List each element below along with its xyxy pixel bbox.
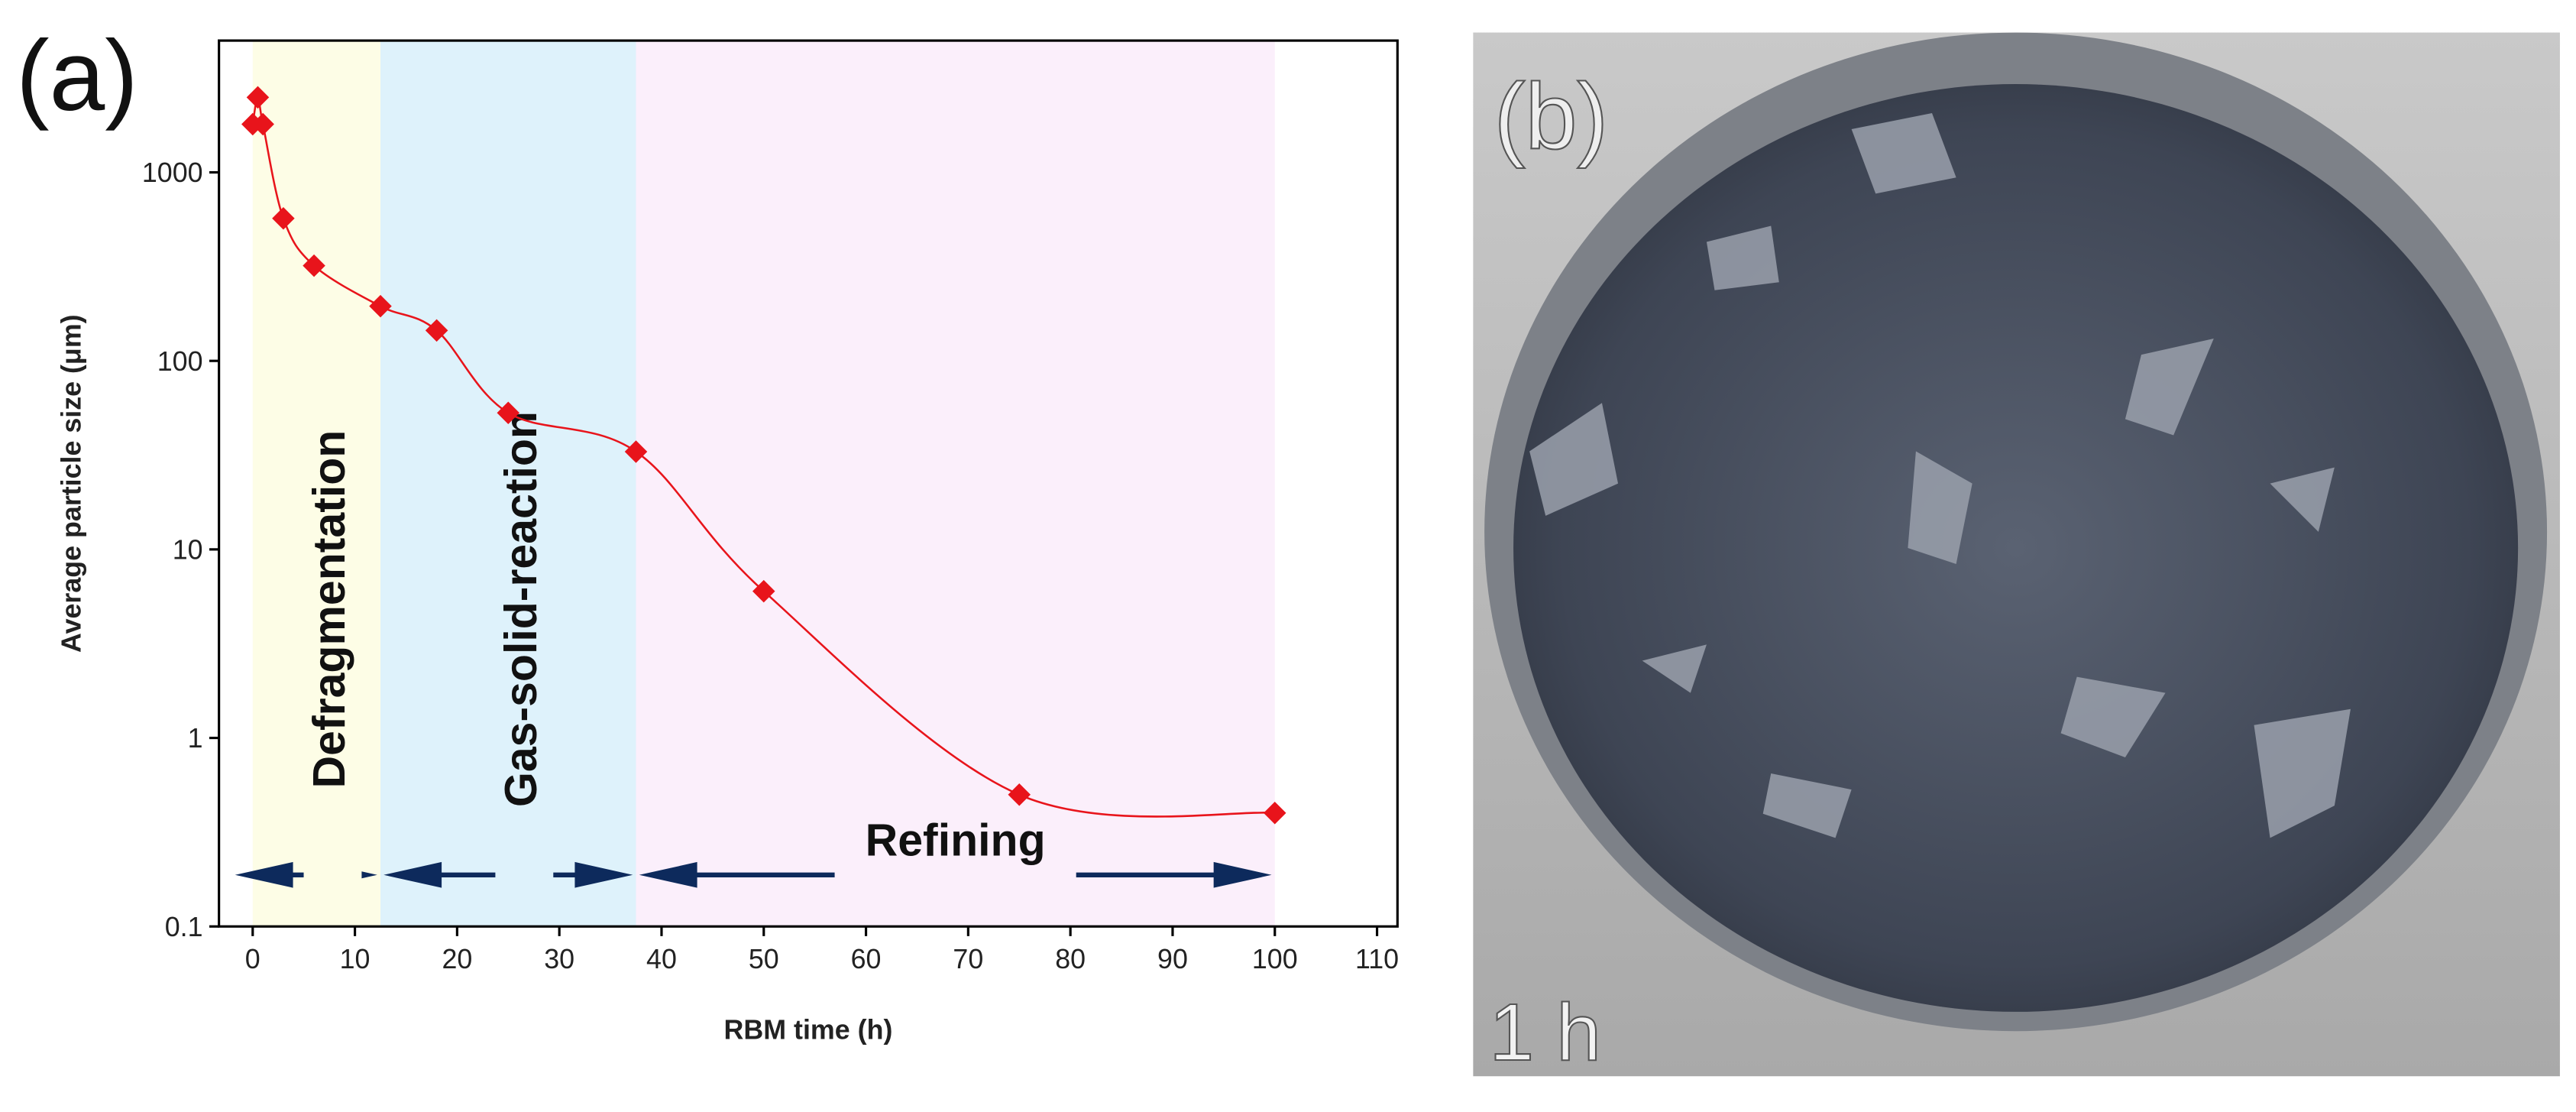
label-bg xyxy=(303,855,362,895)
data-point xyxy=(246,86,270,109)
region-arrow-head xyxy=(235,861,293,888)
powder xyxy=(1513,84,2519,1012)
photo: (b) 1 h xyxy=(1473,32,2560,1078)
regions: Defragmentation Gas-solid-reaction Refinin… xyxy=(235,41,1275,927)
x-tick-label: 60 xyxy=(851,944,882,974)
panel-label: (b) xyxy=(1494,63,1608,168)
fit-line xyxy=(251,96,1275,818)
x-tick-label: 20 xyxy=(442,944,472,974)
data-point xyxy=(303,254,325,277)
photo-caption: 1 h xyxy=(1489,988,1600,1078)
region-band xyxy=(380,41,636,927)
y-tick-label: 0.1 xyxy=(165,912,203,942)
y-axis-title: Average particle size (μm) xyxy=(56,314,86,653)
x-tick-label: 0 xyxy=(245,944,261,974)
panel-label: (a) xyxy=(16,20,138,131)
region-band xyxy=(636,41,1275,927)
y-tick-label: 10 xyxy=(173,535,203,566)
x-tick-label: 30 xyxy=(544,944,574,974)
y-tick-label: 1 xyxy=(188,723,203,754)
flakes xyxy=(1529,112,2351,838)
x-tick-label: 10 xyxy=(340,944,371,974)
data-point xyxy=(752,579,775,603)
region-label: Refining xyxy=(866,815,1046,865)
region-arrow-head xyxy=(383,861,442,888)
x-tick-label: 80 xyxy=(1055,944,1086,974)
x-tick-label: 100 xyxy=(1252,944,1298,974)
data-point xyxy=(251,112,274,136)
data-point xyxy=(425,319,448,342)
label-bg xyxy=(495,855,554,895)
region-arrow-head xyxy=(639,861,697,888)
x-tick-label: 70 xyxy=(953,944,983,974)
data-point xyxy=(272,206,295,230)
data-point xyxy=(624,440,648,463)
region-arrow-head xyxy=(1213,861,1272,888)
x-tick-label: 50 xyxy=(749,944,779,974)
data-point xyxy=(369,294,392,318)
region-band xyxy=(252,41,381,927)
region-label: Gas-solid-reaction xyxy=(496,411,546,807)
x-tick-label: 40 xyxy=(646,944,677,974)
plot: 0 10 20 30 40 50 60 70 80 90 100 1100.11101001000RB… xyxy=(56,39,1399,1046)
y-tick-label: 100 xyxy=(157,346,203,377)
x-tick-label: 110 xyxy=(1355,944,1399,974)
region-label: Defragmentation xyxy=(304,430,354,789)
x-tick-label: 90 xyxy=(1157,944,1188,974)
region-arrow-head xyxy=(574,861,633,888)
y-tick-label: 1000 xyxy=(142,157,203,188)
x-axis-title: RBM time (h) xyxy=(724,1015,893,1046)
label-bg xyxy=(834,855,1076,895)
plot-frame xyxy=(218,39,1399,928)
